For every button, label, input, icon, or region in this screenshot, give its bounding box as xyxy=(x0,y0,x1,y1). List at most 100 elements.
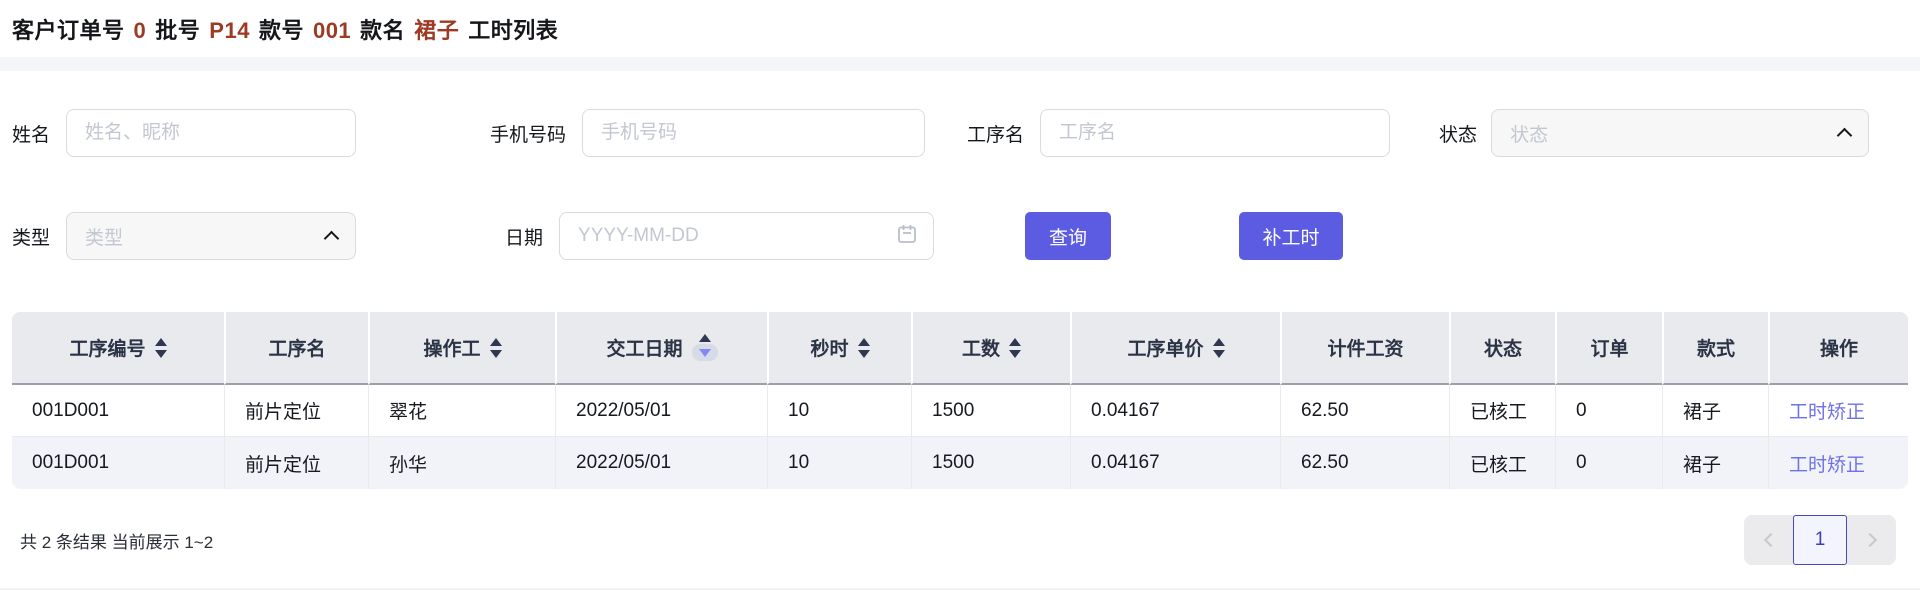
column-header-order: 订单 xyxy=(1555,312,1662,385)
cell-count: 1500 xyxy=(911,437,1070,489)
pagination: 1 xyxy=(1744,515,1896,565)
title-label-batch: 批号 xyxy=(155,18,201,43)
correct-hours-link[interactable]: 工时矫正 xyxy=(1789,454,1866,476)
column-label: 工序名 xyxy=(268,339,326,360)
sort-icon xyxy=(489,337,502,358)
sort-icon xyxy=(1009,337,1021,358)
search-button[interactable]: 查询 xyxy=(1025,212,1112,260)
column-label: 操作工 xyxy=(423,339,481,360)
chevron-up-icon xyxy=(323,230,340,247)
page-title: 客户订单号 0 批号 P14 款号 001 款名 裙子 工时列表 xyxy=(12,13,1908,45)
name-input[interactable] xyxy=(66,109,357,157)
column-header-status: 状态 xyxy=(1449,312,1555,385)
cell-operator: 翠花 xyxy=(368,385,555,437)
cell-order: 0 xyxy=(1555,385,1662,437)
chevron-left-icon xyxy=(1763,532,1778,548)
title-label-order: 客户订单号 xyxy=(12,18,125,43)
column-header-seconds[interactable]: 秒时 xyxy=(767,312,911,385)
date-input[interactable] xyxy=(559,212,935,260)
status-label: 状态 xyxy=(1439,124,1478,146)
column-label: 交工日期 xyxy=(606,339,683,360)
column-label: 状态 xyxy=(1483,339,1522,360)
column-label: 工序编号 xyxy=(69,339,146,360)
column-header-operator[interactable]: 操作工 xyxy=(368,312,555,385)
date-label: 日期 xyxy=(505,227,544,249)
status-select-placeholder: 状态 xyxy=(1510,124,1549,146)
cell-count: 1500 xyxy=(911,385,1070,437)
cell-process-no: 001D001 xyxy=(12,437,224,489)
table-header-row: 工序编号 工序名 操作工 交工日期 秒时 工数 xyxy=(12,312,1908,385)
cell-action: 工时矫正 xyxy=(1768,437,1908,489)
cell-process-name: 前片定位 xyxy=(224,385,368,437)
filter-name: 姓名 xyxy=(12,109,357,157)
column-header-style: 款式 xyxy=(1662,312,1768,385)
column-label: 秒时 xyxy=(810,339,849,360)
table-row: 001D001 前片定位 孙华 2022/05/01 10 1500 0.041… xyxy=(12,437,1908,489)
work-hours-table: 工序编号 工序名 操作工 交工日期 秒时 工数 xyxy=(12,312,1908,489)
cell-order: 0 xyxy=(1555,437,1662,489)
cell-operator: 孙华 xyxy=(368,437,555,489)
sort-icon xyxy=(1212,337,1225,358)
filter-status: 状态 状态 xyxy=(1439,109,1870,157)
filter-date: 日期 xyxy=(505,212,935,260)
cell-status: 已核工 xyxy=(1449,437,1555,489)
filter-panel: 姓名 手机号码 工序名 状态 状态 类型 类型 日期 xyxy=(0,109,1920,260)
column-header-process-name: 工序名 xyxy=(224,312,368,385)
chevron-up-icon xyxy=(1836,127,1853,144)
column-label: 款式 xyxy=(1696,339,1735,360)
cell-unit-price: 0.04167 xyxy=(1070,385,1280,437)
cell-delivery-date: 2022/05/01 xyxy=(555,437,767,489)
column-label: 工序单价 xyxy=(1127,339,1204,360)
process-label: 工序名 xyxy=(967,124,1025,146)
process-input[interactable] xyxy=(1040,109,1391,157)
column-header-delivery-date[interactable]: 交工日期 xyxy=(555,312,767,385)
filter-process: 工序名 xyxy=(967,109,1391,157)
title-label-style-name: 款名 xyxy=(360,18,406,43)
page-button-1[interactable]: 1 xyxy=(1793,515,1847,565)
name-label: 姓名 xyxy=(12,124,51,146)
column-header-unit-price[interactable]: 工序单价 xyxy=(1070,312,1280,385)
sort-icon xyxy=(154,337,167,358)
title-suffix: 工时列表 xyxy=(468,18,559,43)
correct-hours-link[interactable]: 工时矫正 xyxy=(1789,402,1866,423)
cell-seconds: 10 xyxy=(767,385,911,437)
cell-process-name: 前片定位 xyxy=(224,437,368,489)
phone-input[interactable] xyxy=(582,109,926,157)
chevron-right-icon xyxy=(1862,532,1877,548)
table-row: 001D001 前片定位 翠花 2022/05/01 10 1500 0.041… xyxy=(12,385,1908,437)
type-select-placeholder: 类型 xyxy=(85,227,124,249)
title-order-no: 0 xyxy=(133,18,147,43)
calendar-icon[interactable] xyxy=(896,223,918,250)
table-footer: 共 2 条结果 当前展示 1~2 1 xyxy=(0,515,1920,565)
column-label: 操作 xyxy=(1819,339,1858,360)
column-label: 工数 xyxy=(961,339,1000,360)
filter-type: 类型 类型 xyxy=(12,212,357,260)
cell-delivery-date: 2022/05/01 xyxy=(555,385,767,437)
prev-page-button[interactable] xyxy=(1744,515,1793,565)
cell-action: 工时矫正 xyxy=(1768,385,1908,437)
cell-style: 裙子 xyxy=(1662,385,1768,437)
cell-piece-wage: 62.50 xyxy=(1280,437,1449,489)
supplement-hours-button[interactable]: 补工时 xyxy=(1239,212,1344,260)
cell-unit-price: 0.04167 xyxy=(1070,437,1280,489)
filter-phone: 手机号码 xyxy=(490,109,926,157)
cell-style: 裙子 xyxy=(1662,437,1768,489)
title-batch-no: P14 xyxy=(209,18,250,43)
results-summary: 共 2 条结果 当前展示 1~2 xyxy=(20,532,214,552)
cell-process-no: 001D001 xyxy=(12,385,224,437)
next-page-button[interactable] xyxy=(1847,515,1896,565)
title-style-name: 裙子 xyxy=(414,18,460,43)
column-header-actions: 操作 xyxy=(1768,312,1908,385)
status-select[interactable]: 状态 xyxy=(1491,109,1870,157)
sort-icon xyxy=(857,337,870,358)
column-label: 计件工资 xyxy=(1327,339,1404,360)
column-header-count[interactable]: 工数 xyxy=(911,312,1070,385)
cell-status: 已核工 xyxy=(1449,385,1555,437)
phone-label: 手机号码 xyxy=(490,124,567,146)
column-header-process-no[interactable]: 工序编号 xyxy=(12,312,224,385)
type-select[interactable]: 类型 xyxy=(66,212,357,260)
title-style-no: 001 xyxy=(312,18,352,43)
title-bar: 客户订单号 0 批号 P14 款号 001 款名 裙子 工时列表 xyxy=(0,0,1920,57)
cell-seconds: 10 xyxy=(767,437,911,489)
column-label: 订单 xyxy=(1590,339,1629,360)
